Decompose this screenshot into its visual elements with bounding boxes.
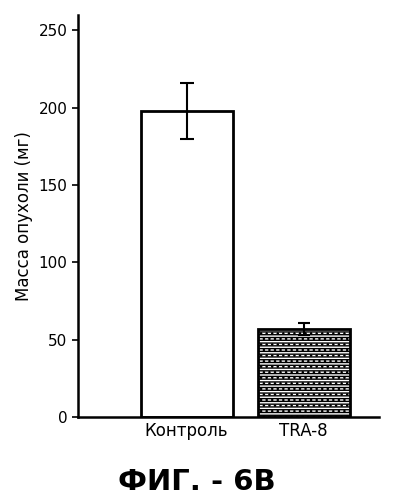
Bar bbox=[258, 329, 350, 417]
Bar bbox=[141, 111, 232, 417]
Y-axis label: Масса опухоли (мг): Масса опухоли (мг) bbox=[15, 131, 33, 301]
Text: ФИГ. - 6В: ФИГ. - 6В bbox=[118, 468, 276, 496]
Bar bbox=[258, 329, 350, 417]
